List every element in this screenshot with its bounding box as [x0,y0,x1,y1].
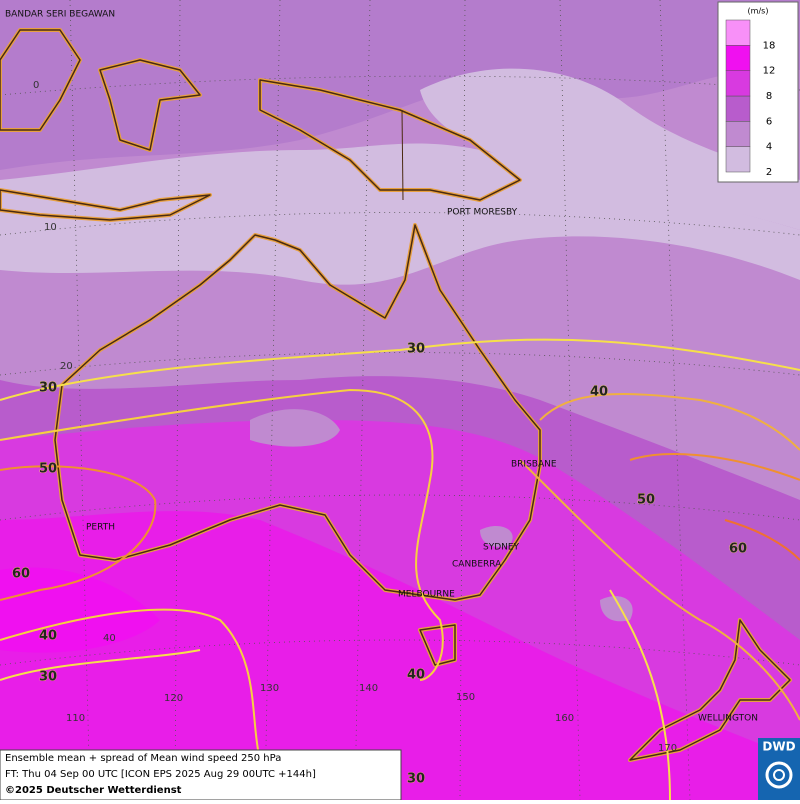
city-label: MELBOURNE [398,590,455,600]
lon-label: 110 [66,713,85,724]
lat-label: 10 [44,222,57,233]
contour-label: 30 [407,342,425,357]
shade-band [0,143,800,285]
shade-band [0,511,800,800]
city-label: SYDNEY [483,543,520,553]
shade-band [0,567,160,653]
logo-icon [773,769,785,781]
legend-tick-label: 4 [766,142,772,153]
info-box [0,749,402,801]
city-label: BRISBANE [511,460,557,470]
shade-band [0,0,800,170]
city-labels: BANDAR SERI BEGAWAN PORT MORESBY BRISBAN… [5,10,758,724]
logo-icon [765,761,793,789]
info-line: FT: Thu 04 Sep 00 UTC [ICON EPS 2025 Aug… [5,769,316,780]
shade-band [420,68,800,230]
contour-label: 40 [39,629,57,644]
legend-tick-label: 8 [766,91,772,102]
legend-tick-label: 2 [766,167,772,178]
logo-text: DWD [762,740,795,754]
coastlines [0,28,792,762]
lat-label: 40 [103,633,116,644]
contour-label: 30 [39,381,57,396]
city-label: WELLINGTON [698,714,758,724]
lon-label: 150 [456,692,475,703]
shade-patch [250,409,633,622]
contour-label: 40 [590,385,608,400]
legend-unit: (m/s) [748,7,769,16]
contour-labels: 30 30 40 50 50 60 60 40 30 40 30 [12,341,748,787]
legend-tick-label: 12 [763,66,776,77]
legend-tick-label: 18 [763,40,776,51]
info-line: ©2025 Deutscher Wetterdienst [5,785,182,796]
lon-label: 140 [359,683,378,694]
lon-label: 120 [164,693,183,704]
contour-label: 50 [39,462,57,477]
lon-label: 170 [658,743,677,754]
info-line: Ensemble mean + spread of Mean wind spee… [5,753,281,764]
legend-swatch [725,121,751,147]
contour-label: 60 [729,542,747,557]
legend-swatch [725,95,751,122]
contour-label: 30 [39,670,57,685]
contours [0,338,800,801]
lon-label: 130 [260,683,279,694]
legend: (m/s) 2 4 6 8 12 18 [717,1,799,183]
contour-label: 30 [407,772,425,787]
city-label: BANDAR SERI BEGAWAN [5,10,115,20]
legend-swatch [725,70,751,97]
contour-label: 60 [12,567,30,582]
city-label: CANBERRA [452,560,502,570]
legend-swatch [725,45,751,71]
contour-label: 40 [407,668,425,683]
legend-swatch [725,19,751,46]
contour-label: 50 [637,493,655,508]
lat-label: 20 [60,361,73,372]
city-label: PERTH [86,523,115,533]
legend-tick-label: 6 [766,116,772,127]
lat-label: 0 [33,80,39,91]
city-label: PORT MORESBY [447,208,518,218]
legend-swatch [725,146,751,173]
lon-label: 160 [555,713,574,724]
